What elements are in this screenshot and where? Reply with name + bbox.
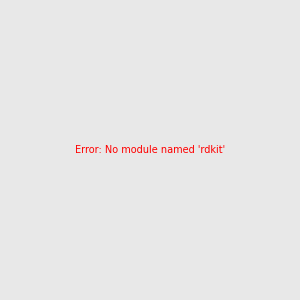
Text: Error: No module named 'rdkit': Error: No module named 'rdkit' (75, 145, 225, 155)
